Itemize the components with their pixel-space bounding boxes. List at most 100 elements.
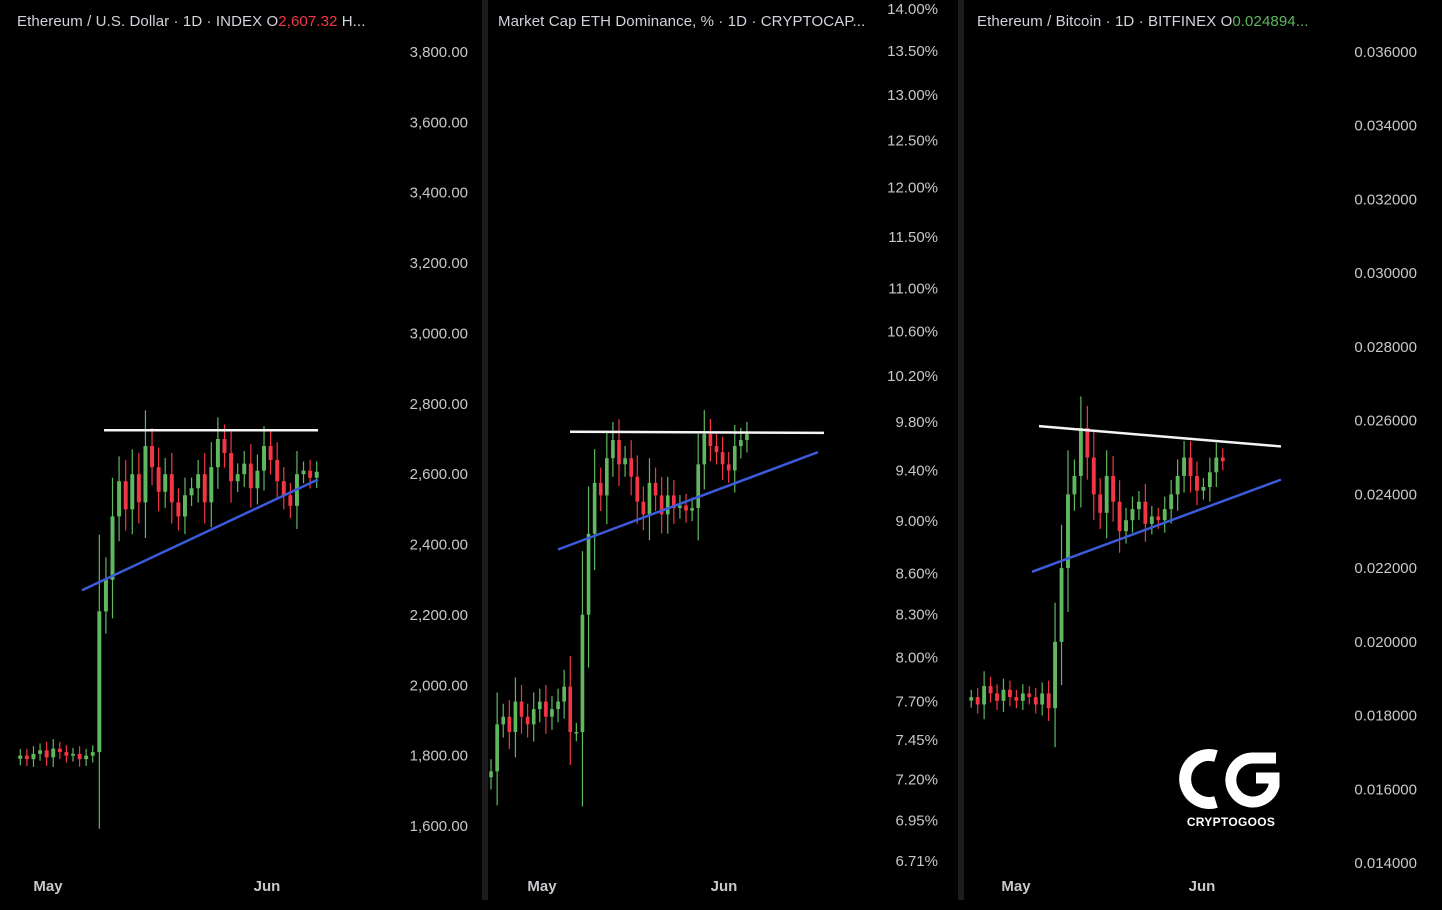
y-tick-label: 1,800.00 <box>410 748 468 765</box>
candle-body <box>988 686 993 694</box>
candle-body <box>117 481 122 517</box>
resistance-trendline <box>569 430 825 435</box>
candle-body <box>1117 501 1122 532</box>
candle-body <box>57 748 62 753</box>
y-tick-label: 13.00% <box>887 87 938 104</box>
candle-body <box>169 474 174 503</box>
candle-body <box>525 716 530 725</box>
candle-body <box>163 474 168 492</box>
candle-body <box>580 614 585 733</box>
y-tick-label: 10.60% <box>887 323 938 340</box>
candle-body <box>1066 494 1070 569</box>
y-tick-label: 8.30% <box>895 607 938 624</box>
chart-canvas[interactable]: 14.00% 13.50% 13.00% 12.50% 12.00% 11.50% 11.0… <box>488 0 958 900</box>
candle-body <box>18 755 23 759</box>
candle-body <box>659 495 664 515</box>
candle-body <box>136 474 141 503</box>
candle-body <box>665 495 670 515</box>
y-tick-label: 0.026000 <box>1354 413 1417 430</box>
y-tick-label: 0.014000 <box>1354 855 1417 872</box>
candle-body <box>623 458 627 465</box>
candle-body <box>1027 693 1032 698</box>
candle-body <box>513 701 518 733</box>
candle-body <box>262 446 266 471</box>
candle-body <box>77 753 82 760</box>
candle-body <box>745 434 749 441</box>
candle-body <box>1220 457 1225 462</box>
chart-title: Market Cap ETH Dominance, % · 1D · CRYPT… <box>498 13 865 30</box>
candle-body <box>708 434 713 447</box>
candle-body <box>222 439 227 454</box>
candle-body <box>1162 509 1167 521</box>
chart-title: Ethereum / U.S. Dollar · 1D · INDEX O2,6… <box>17 13 365 30</box>
candle-body <box>1169 494 1174 510</box>
y-tick-label: 0.036000 <box>1354 44 1417 61</box>
candle-body <box>1098 494 1103 513</box>
y-tick-label: 2,400.00 <box>410 537 468 554</box>
candle-body <box>1091 457 1096 495</box>
candle-body <box>604 458 609 496</box>
candle-body <box>684 505 688 511</box>
candle-body <box>1207 472 1212 487</box>
x-tick-label: Jun <box>711 878 738 895</box>
candle-body <box>562 686 566 702</box>
support-trendline <box>81 478 319 592</box>
y-tick-label: 3,000.00 <box>410 325 468 342</box>
y-tick-label: 7.45% <box>895 732 938 749</box>
candle-body <box>507 716 512 733</box>
panel-divider[interactable] <box>482 0 488 900</box>
candle-body <box>189 488 194 496</box>
candle-body <box>130 474 135 510</box>
chart-panel-eth-dominance: Market Cap ETH Dominance, % · 1D · CRYPT… <box>488 0 958 900</box>
logo-text: CRYPTOGOOS <box>1186 815 1276 829</box>
candle-body <box>215 439 220 468</box>
candle-body <box>103 579 108 612</box>
candle-body <box>123 481 128 510</box>
candle-body <box>544 701 548 717</box>
y-tick-label: 3,200.00 <box>410 255 468 272</box>
y-tick-label: 2,200.00 <box>410 607 468 624</box>
candle-body <box>1046 693 1051 709</box>
panel-divider[interactable] <box>958 0 964 900</box>
candle-body <box>982 686 987 705</box>
candle-body <box>1072 475 1077 495</box>
candle-body <box>1059 568 1064 642</box>
y-tick-label: 12.00% <box>887 180 938 197</box>
candle-body <box>24 755 29 760</box>
candle-body <box>1156 516 1161 521</box>
y-tick-label: 1,600.00 <box>410 818 468 835</box>
candle-body <box>1182 457 1187 476</box>
y-tick-label: 6.71% <box>895 853 938 870</box>
chart-canvas[interactable]: 3,800.00 3,600.00 3,400.00 3,200.00 3,000.00… <box>0 0 482 900</box>
y-tick-label: 11.00% <box>888 280 938 297</box>
candle-body <box>732 446 737 471</box>
candle-body <box>97 611 102 753</box>
y-tick-label: 9.00% <box>895 513 938 530</box>
candle-body <box>629 458 634 477</box>
candle-body <box>110 516 115 580</box>
y-tick-label: 12.50% <box>887 132 938 149</box>
candle-body <box>969 697 974 701</box>
y-tick-label: 10.20% <box>887 368 938 385</box>
candle-body <box>501 716 506 725</box>
candle-body <box>1053 641 1058 709</box>
candle-body <box>550 709 554 717</box>
candle-body <box>678 505 682 509</box>
candle-body <box>702 434 707 465</box>
candle-body <box>1188 457 1193 476</box>
candle-body <box>1175 475 1180 495</box>
candle-body <box>1136 501 1141 510</box>
candle-body <box>242 463 247 475</box>
candle-body <box>598 482 603 496</box>
y-tick-label: 6.95% <box>895 812 938 829</box>
x-tick-label: May <box>527 878 557 895</box>
candle-body <box>1195 475 1199 491</box>
candle-body <box>720 452 725 465</box>
y-tick-label: 11.50% <box>888 229 938 246</box>
candle-body <box>556 701 560 710</box>
x-tick-label: Jun <box>1189 878 1216 895</box>
y-tick-label: 0.030000 <box>1354 265 1417 282</box>
chart-canvas[interactable]: 0.036000 0.034000 0.032000 0.030000 0.028000… <box>964 0 1442 900</box>
candle-body <box>537 701 542 710</box>
candle-body <box>489 771 493 778</box>
